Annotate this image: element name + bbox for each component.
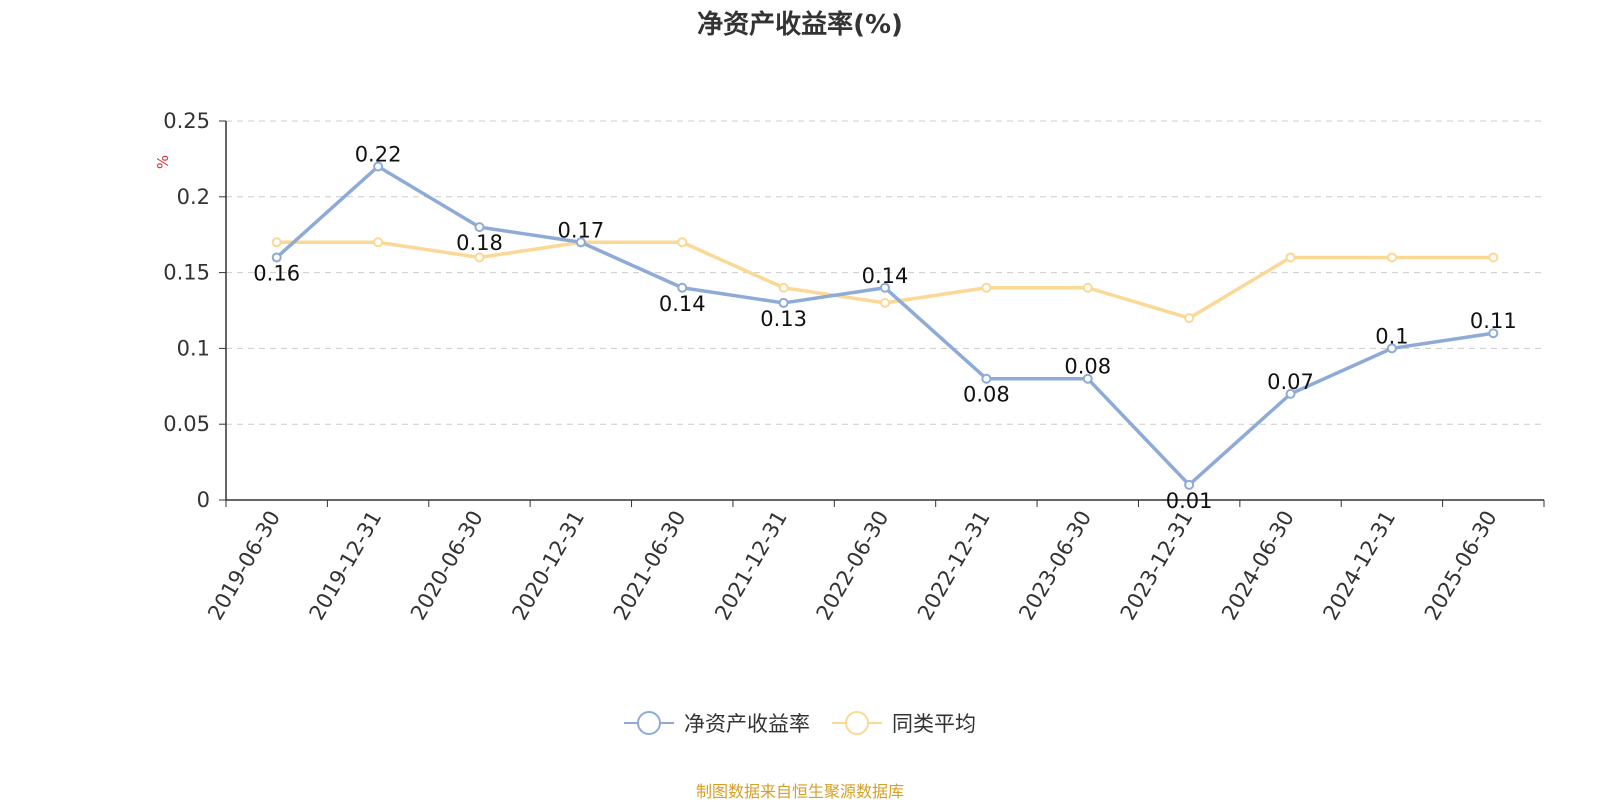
chart-title: 净资产收益率(%) (697, 10, 903, 40)
legend-label: 同类平均 (892, 712, 976, 736)
data-point (1184, 479, 1195, 490)
data-point (575, 237, 586, 248)
y-tick-label: 0.25 (163, 109, 210, 133)
data-point (1488, 252, 1499, 263)
legend-label: 净资产收益率 (684, 712, 810, 736)
data-point (981, 282, 992, 293)
x-tick-label: 2022-12-31 (913, 507, 995, 625)
data-point (271, 237, 282, 248)
data-point (778, 297, 789, 308)
data-point (271, 252, 282, 263)
y-tick-label: 0.05 (163, 412, 210, 436)
data-point (373, 237, 384, 248)
data-point (1082, 282, 1093, 293)
data-point (474, 252, 485, 263)
x-tick-label: 2023-12-31 (1116, 507, 1198, 625)
legend: 净资产收益率 同类平均 (0, 708, 1600, 738)
data-label: 0.1 (1375, 324, 1408, 348)
data-point (778, 282, 789, 293)
data-point (1184, 313, 1195, 324)
data-point (474, 222, 485, 233)
y-tick-label: 0.15 (163, 261, 210, 285)
data-point (373, 161, 384, 172)
x-tick-label: 2021-06-30 (609, 507, 691, 625)
x-tick-label: 2023-06-30 (1014, 507, 1096, 625)
y-tick-label: 0.2 (177, 185, 210, 209)
axes: 0 0.05 0.1 0.15 0.2 0.25% 2019-06-30 2019-12-31… (154, 109, 1545, 625)
y-tick-label: 0.1 (177, 336, 210, 360)
data-label: 0.08 (1064, 355, 1111, 379)
y-axis-label: % (154, 155, 172, 169)
data-label: 0.22 (355, 142, 402, 166)
x-tick-label: 2024-12-31 (1318, 507, 1400, 625)
data-label: 0.16 (253, 261, 300, 285)
data-label: 0.14 (659, 292, 706, 316)
data-point (880, 297, 890, 308)
x-tick-label: 2020-06-30 (406, 507, 488, 625)
data-point (677, 282, 688, 293)
data-label: 0.08 (963, 383, 1010, 407)
data-point (880, 282, 890, 293)
data-point (981, 373, 992, 384)
data-point (1082, 373, 1093, 384)
x-tick-label: 2020-12-31 (507, 507, 589, 625)
data-point (1386, 252, 1397, 263)
x-tick-label: 2022-06-30 (812, 507, 894, 625)
data-point (677, 237, 688, 248)
data-label: 0.07 (1267, 370, 1314, 394)
legend-item[interactable]: 净资产收益率 (624, 708, 810, 738)
series-line (275, 164, 1494, 487)
data-labels: 0.16 0.22 0.18 0.17 0.14 0.13 0.14 0.08 0.08 0.01… (253, 142, 1516, 512)
x-tick-label: 2019-06-30 (203, 507, 285, 625)
data-label: 0.01 (1166, 489, 1213, 513)
data-point (1285, 252, 1296, 263)
legend-marker-icon (624, 710, 674, 736)
legend-marker-icon (832, 710, 882, 736)
data-point (1285, 388, 1296, 399)
data-label: 0.11 (1470, 309, 1517, 333)
series-lines (271, 161, 1499, 490)
x-tick-label: 2021-12-31 (710, 507, 792, 625)
data-label: 0.14 (862, 264, 909, 288)
data-point (1488, 328, 1499, 339)
x-tick-label: 2025-06-30 (1420, 507, 1502, 625)
data-label: 0.13 (760, 307, 807, 331)
x-tick-label: 2019-12-31 (305, 507, 387, 625)
data-label: 0.17 (557, 218, 604, 242)
y-tick-label: 0 (197, 488, 210, 512)
x-tick-label: 2024-06-30 (1217, 507, 1299, 625)
source-note: 制图数据来自恒生聚源数据库 (695, 782, 904, 801)
data-label: 0.18 (456, 231, 503, 255)
legend-item[interactable]: 同类平均 (832, 708, 976, 738)
data-point (1386, 343, 1397, 354)
